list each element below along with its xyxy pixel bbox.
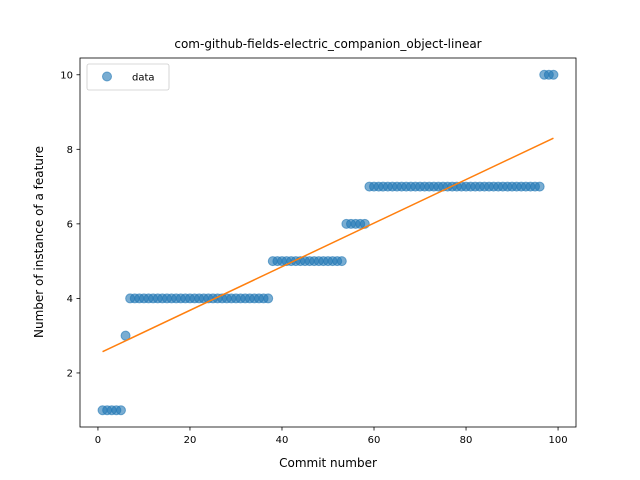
- x-axis-label: Commit number: [279, 456, 377, 470]
- x-tick-label: 0: [95, 435, 101, 446]
- y-tick-label: 4: [67, 294, 73, 305]
- y-tick-label: 8: [67, 145, 73, 156]
- x-tick-label: 100: [549, 435, 568, 446]
- x-tick-label: 20: [184, 435, 197, 446]
- data-point: [263, 293, 274, 304]
- y-tick-label: 6: [67, 219, 73, 230]
- x-tick-label: 40: [276, 435, 289, 446]
- chart-title: com-github-fields-electric_companion_obj…: [174, 37, 481, 51]
- legend-label-data: data: [132, 73, 155, 84]
- legend-box: [86, 63, 170, 91]
- y-axis-label: Number of instance of a feature: [32, 146, 46, 338]
- plot-area: [97, 69, 559, 416]
- legend: data: [86, 63, 170, 91]
- axis-ticks: 0 20 40 60 80 100 2 4 6 8 10: [60, 70, 567, 446]
- data-point: [336, 256, 347, 267]
- axes-frame: [79, 57, 577, 428]
- data-point: [115, 405, 126, 416]
- data-point: [548, 69, 559, 80]
- fit-line: [102, 137, 554, 353]
- x-tick-label: 60: [368, 435, 381, 446]
- x-tick-label: 80: [460, 435, 473, 446]
- legend-marker-data: [102, 71, 112, 82]
- y-tick-label: 10: [60, 70, 73, 81]
- data-point: [534, 181, 545, 192]
- y-tick-label: 2: [67, 368, 73, 379]
